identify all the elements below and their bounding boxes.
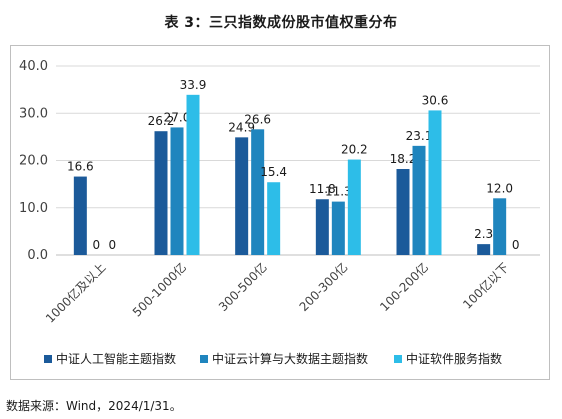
y-tick-label: 20.0 bbox=[19, 154, 48, 169]
data-label: 30.6 bbox=[422, 93, 449, 107]
y-tick-label: 40.0 bbox=[19, 59, 48, 74]
data-label: 26.6 bbox=[244, 112, 271, 126]
bar bbox=[251, 129, 265, 255]
y-tick-label: 0.0 bbox=[27, 248, 48, 263]
bar bbox=[493, 198, 507, 255]
bar bbox=[154, 131, 168, 255]
x-tick-label: 100-200亿 bbox=[377, 260, 432, 315]
data-label: 23.1 bbox=[406, 129, 433, 143]
bar bbox=[267, 182, 281, 255]
data-label: 0 bbox=[109, 238, 117, 252]
data-label: 26.2 bbox=[148, 114, 175, 128]
source-note: 数据来源：Wind，2024/1/31。 bbox=[6, 399, 182, 413]
bar bbox=[396, 169, 410, 255]
legend-label: 中证云计算与大数据主题指数 bbox=[212, 351, 368, 366]
data-label: 24.9 bbox=[228, 120, 255, 134]
bar bbox=[170, 127, 184, 255]
data-label: 33.9 bbox=[180, 78, 207, 92]
x-tick-label: 100亿以下 bbox=[460, 260, 512, 312]
legend-swatch bbox=[200, 355, 208, 363]
bar bbox=[186, 94, 200, 255]
x-tick-label: 500-1000亿 bbox=[129, 260, 189, 320]
legend-swatch bbox=[394, 355, 402, 363]
data-label: 0 bbox=[93, 238, 101, 252]
data-label: 2.3 bbox=[474, 227, 493, 241]
y-tick-label: 30.0 bbox=[19, 106, 48, 121]
bar bbox=[412, 145, 426, 255]
bar bbox=[235, 137, 249, 255]
data-label: 16.6 bbox=[67, 160, 94, 174]
data-label: 12.0 bbox=[486, 181, 513, 195]
chart-title: 表 3：三只指数成份股市值权重分布 bbox=[164, 15, 398, 31]
data-label: 20.2 bbox=[341, 143, 368, 157]
bar bbox=[315, 199, 329, 255]
data-label: 15.4 bbox=[260, 165, 287, 179]
data-label: 18.2 bbox=[390, 152, 417, 166]
x-tick-label: 200-300亿 bbox=[296, 260, 351, 315]
data-label: 11.8 bbox=[309, 182, 336, 196]
data-label: 0 bbox=[512, 238, 520, 252]
legend-label: 中证软件服务指数 bbox=[406, 351, 502, 366]
x-tick-label: 1000亿及以上 bbox=[42, 260, 108, 326]
legend-swatch bbox=[44, 355, 52, 363]
chart-frame bbox=[10, 45, 550, 380]
data-label: 27.0 bbox=[164, 110, 191, 124]
bar bbox=[477, 244, 491, 255]
y-tick-label: 10.0 bbox=[19, 201, 48, 216]
x-tick-label: 300-500亿 bbox=[215, 260, 270, 315]
bar bbox=[73, 176, 87, 255]
data-label: 11.3 bbox=[325, 185, 352, 199]
bar bbox=[347, 159, 361, 255]
bar bbox=[428, 110, 442, 255]
bar bbox=[331, 201, 345, 255]
legend-label: 中证人工智能主题指数 bbox=[56, 351, 176, 366]
